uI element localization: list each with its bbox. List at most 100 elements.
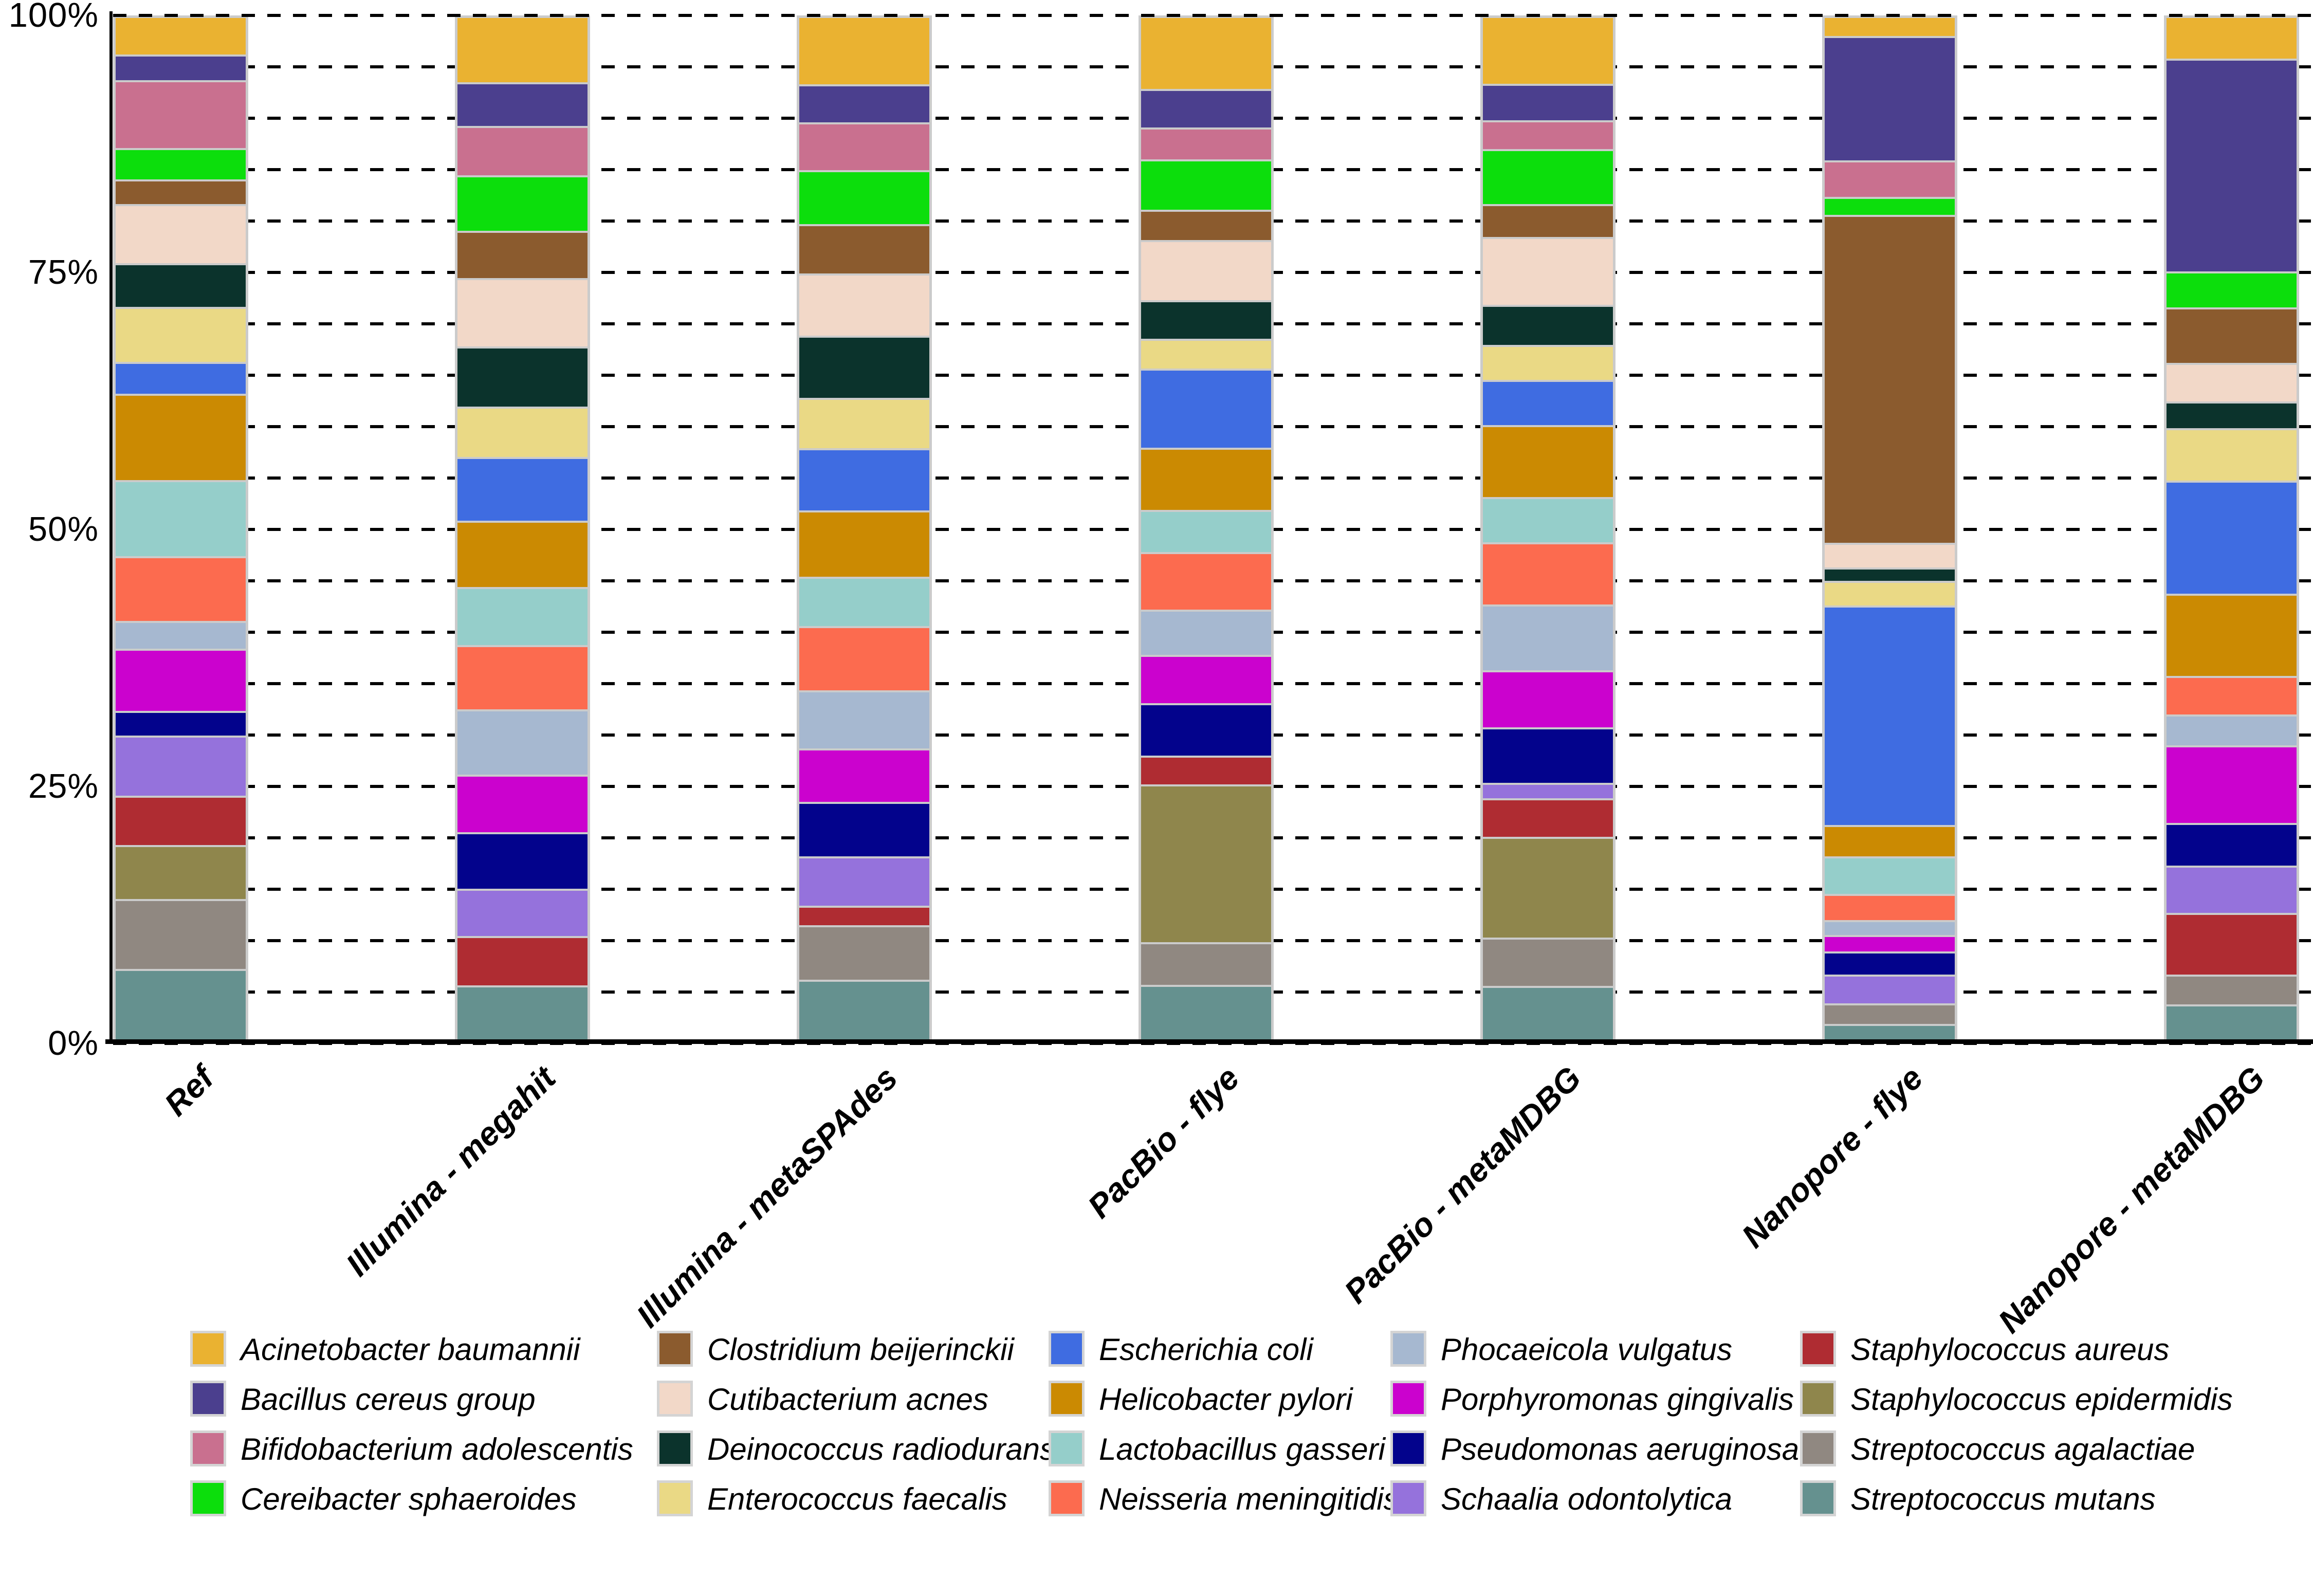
bar-segment bbox=[457, 127, 588, 177]
legend-swatch bbox=[1800, 1331, 1836, 1367]
y-axis-line bbox=[109, 11, 113, 1043]
y-axis-tick-label: 25% bbox=[28, 767, 99, 805]
legend-swatch bbox=[1390, 1480, 1426, 1516]
bar-segment bbox=[2166, 867, 2297, 915]
bar-segment bbox=[799, 907, 929, 928]
legend-label: Staphylococcus epidermidis bbox=[1850, 1382, 2233, 1417]
bar-segment bbox=[1824, 162, 1955, 199]
gridline-100pct bbox=[113, 14, 2311, 17]
legend-label: Cutibacterium acnes bbox=[707, 1382, 988, 1417]
bar-segment bbox=[2166, 430, 2297, 483]
bar-segment bbox=[1482, 499, 1613, 544]
legend-label: Bacillus cereus group bbox=[241, 1382, 536, 1417]
bar-segment bbox=[2166, 976, 2297, 1006]
bar-segment bbox=[1141, 611, 1271, 657]
legend-swatch bbox=[1800, 1480, 1836, 1516]
bar-nanopore-metamdbg bbox=[2163, 15, 2299, 1043]
bar-segment bbox=[115, 847, 246, 902]
bar-ref bbox=[113, 15, 248, 1043]
legend-label: Enterococcus faecalis bbox=[707, 1482, 1007, 1516]
legend-swatch bbox=[657, 1480, 693, 1516]
bar-segment bbox=[799, 18, 929, 86]
legend-swatch bbox=[657, 1430, 693, 1466]
bar-segment bbox=[1482, 800, 1613, 839]
legend-swatch bbox=[1800, 1430, 1836, 1466]
legend-swatch bbox=[1390, 1430, 1426, 1466]
bar-segment bbox=[1482, 122, 1613, 151]
bar-segment bbox=[457, 84, 588, 128]
bar-segment bbox=[1824, 976, 1955, 1005]
legend-swatch bbox=[1800, 1381, 1836, 1417]
bar-segment bbox=[799, 804, 929, 858]
bar-segment bbox=[1141, 705, 1271, 758]
bar-segment bbox=[799, 579, 929, 629]
bar-segment bbox=[1482, 839, 1613, 940]
bar-segment bbox=[2166, 717, 2297, 748]
bar-segment bbox=[115, 18, 246, 57]
bar-segment bbox=[799, 86, 929, 125]
plot-area bbox=[105, 11, 2313, 1045]
x-axis-line bbox=[105, 1039, 2313, 1044]
bar-nanopore-flye bbox=[1822, 15, 1957, 1043]
y-axis-tick-label: 100% bbox=[8, 0, 99, 34]
bar-segment bbox=[2166, 596, 2297, 678]
legend-swatch bbox=[190, 1381, 226, 1417]
legend-label: Cereibacter sphaeroides bbox=[241, 1482, 577, 1516]
legend-swatch bbox=[190, 1430, 226, 1466]
bar-segment bbox=[799, 400, 929, 451]
bar-segment bbox=[1141, 91, 1271, 130]
bar-segment bbox=[1824, 922, 1955, 937]
bar-segment bbox=[2166, 273, 2297, 309]
bar-segment bbox=[1141, 986, 1271, 1041]
bar-segment bbox=[115, 482, 246, 558]
legend-swatch bbox=[190, 1331, 226, 1367]
bar-segment bbox=[1482, 427, 1613, 499]
bar-segment bbox=[1824, 937, 1955, 954]
bar-segment bbox=[1482, 672, 1613, 730]
bar-segment bbox=[1141, 449, 1271, 512]
bar-segment bbox=[1824, 1005, 1955, 1026]
legend-label: Clostridium beijerinckii bbox=[707, 1332, 1014, 1367]
bar-segment bbox=[2166, 60, 2297, 274]
bar-segment bbox=[457, 232, 588, 281]
bar-segment bbox=[457, 280, 588, 348]
bar-segment bbox=[799, 276, 929, 338]
bar-segment bbox=[1482, 206, 1613, 239]
legend-label: Streptococcus agalactiae bbox=[1850, 1432, 2195, 1466]
bar-segment bbox=[799, 512, 929, 579]
bar-segment bbox=[457, 890, 588, 938]
bar-segment bbox=[1141, 786, 1271, 944]
bar-segment bbox=[457, 459, 588, 523]
bar-segment bbox=[115, 82, 246, 150]
bar-segment bbox=[457, 938, 588, 988]
bar-segment bbox=[799, 226, 929, 276]
bar-segment bbox=[1482, 347, 1613, 382]
bar-segment bbox=[1141, 371, 1271, 450]
y-axis-tick-label: 50% bbox=[28, 510, 99, 548]
bar-segment bbox=[1482, 151, 1613, 207]
legend-label: Streptococcus mutans bbox=[1850, 1482, 2156, 1516]
bar-segment bbox=[457, 647, 588, 712]
bar-segment bbox=[115, 265, 246, 309]
bar-segment bbox=[115, 901, 246, 971]
legend-label: Neisseria meningitidis bbox=[1099, 1482, 1399, 1516]
bar-segment bbox=[115, 56, 246, 82]
bar-segment bbox=[1141, 657, 1271, 706]
legend-swatch bbox=[1049, 1480, 1085, 1516]
bar-segment bbox=[2166, 1006, 2297, 1041]
legend-swatch bbox=[1390, 1331, 1426, 1367]
bar-segment bbox=[115, 364, 246, 396]
bar-illumina-metaspades bbox=[796, 15, 932, 1043]
bar-segment bbox=[1824, 216, 1955, 545]
bar-segment bbox=[1141, 211, 1271, 243]
bar-segment bbox=[457, 834, 588, 891]
bar-segment bbox=[115, 181, 246, 207]
bar-segment bbox=[115, 737, 246, 798]
bar-segment bbox=[1482, 306, 1613, 347]
legend-label: Acinetobacter baumannii bbox=[241, 1332, 580, 1367]
legend-swatch bbox=[1049, 1331, 1085, 1367]
bar-segment bbox=[2166, 483, 2297, 596]
bar-segment bbox=[1482, 18, 1613, 86]
bar-segment bbox=[1482, 784, 1613, 801]
bar-segment bbox=[1141, 341, 1271, 371]
